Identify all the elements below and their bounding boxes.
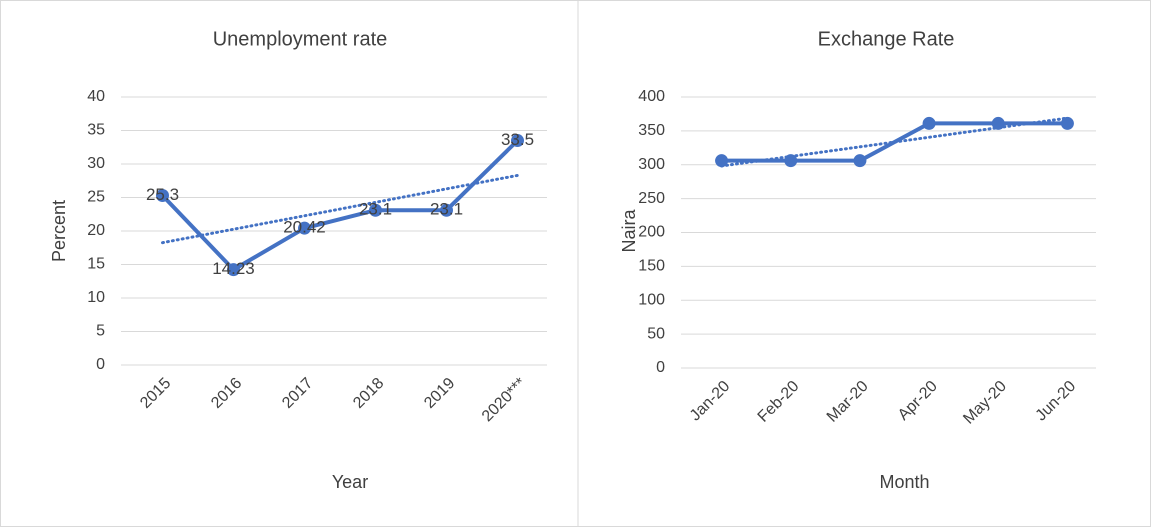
- data-point: [511, 134, 524, 148]
- y-tick-label: 50: [647, 325, 665, 342]
- data-point: [156, 188, 169, 202]
- value-label: 33.5: [501, 130, 534, 149]
- y-tick-label: 200: [638, 224, 665, 241]
- data-point: [227, 263, 240, 277]
- y-tick-label: 350: [638, 122, 665, 139]
- y-tick-label: 10: [87, 289, 105, 306]
- data-point: [1060, 116, 1074, 130]
- y-axis-title: Naira: [619, 209, 639, 253]
- y-tick-label: 0: [656, 359, 665, 376]
- y-tick-label: 400: [638, 88, 665, 105]
- data-point: [853, 154, 867, 168]
- data-point: [784, 154, 798, 168]
- data-point: [298, 221, 311, 235]
- chart-title: Unemployment rate: [213, 28, 388, 50]
- value-label: 23.1: [430, 200, 463, 219]
- value-label: 23.1: [359, 200, 392, 219]
- y-tick-label: 40: [87, 88, 105, 105]
- x-axis-title: Month: [879, 472, 929, 492]
- data-point: [991, 116, 1005, 130]
- y-tick-label: 15: [87, 256, 105, 273]
- x-tick-label: Jan-20: [687, 378, 734, 425]
- x-tick-label: 2015: [137, 375, 174, 412]
- y-tick-label: 0: [96, 356, 105, 373]
- x-tick-label: May-20: [960, 378, 1010, 428]
- trendline: [720, 116, 1069, 168]
- y-tick-label: 5: [96, 323, 105, 340]
- x-tick-label: 2020***: [479, 375, 529, 425]
- x-tick-label: Mar-20: [824, 378, 872, 426]
- x-tick-label: Jun-20: [1033, 378, 1080, 425]
- y-tick-label: 35: [87, 122, 105, 139]
- x-tick-label: 2016: [208, 375, 245, 412]
- y-tick-label: 250: [638, 190, 665, 207]
- x-axis-title: Year: [332, 472, 368, 492]
- data-line: [161, 139, 519, 272]
- trendline: [161, 173, 519, 245]
- y-axis-title: Percent: [49, 200, 69, 262]
- x-tick-label: Apr-20: [895, 378, 941, 424]
- x-tick-label: 2017: [279, 375, 316, 412]
- value-label: 25.3: [146, 185, 179, 204]
- data-point: [715, 154, 729, 168]
- chart-title: Exchange Rate: [818, 28, 955, 50]
- y-tick-label: 100: [638, 291, 665, 308]
- value-label: 20.42: [283, 218, 326, 237]
- y-tick-label: 300: [638, 156, 665, 173]
- y-tick-label: 150: [638, 258, 665, 275]
- x-tick-label: Feb-20: [755, 378, 803, 426]
- x-tick-label: 2018: [350, 375, 387, 412]
- data-point: [440, 203, 453, 217]
- y-tick-label: 30: [87, 155, 105, 172]
- y-tick-label: 20: [87, 222, 105, 239]
- x-tick-label: 2019: [421, 375, 458, 412]
- value-label: 14.23: [212, 259, 255, 278]
- data-point: [922, 116, 936, 130]
- y-tick-label: 25: [87, 189, 105, 206]
- data-point: [369, 203, 382, 217]
